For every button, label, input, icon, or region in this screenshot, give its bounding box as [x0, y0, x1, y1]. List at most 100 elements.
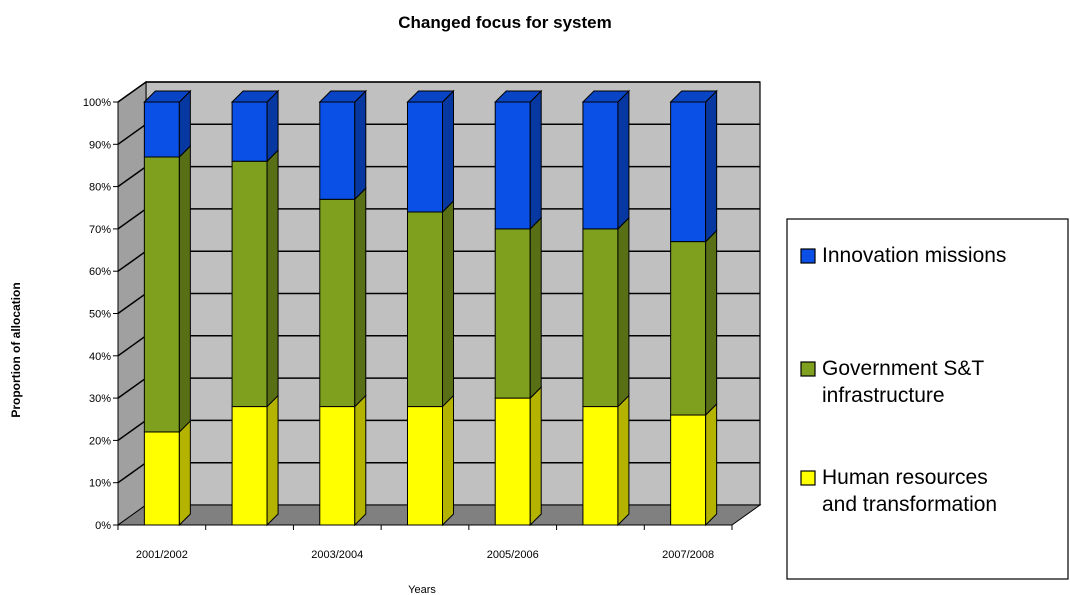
y-axis-ticks: 0% 10% 20% 30% 40% 50% 60% 70% 80% 90% 100% — [83, 97, 119, 532]
bar-front — [319, 406, 356, 526]
bar-front — [319, 198, 356, 408]
bar-side — [705, 89, 718, 243]
bar-segment — [670, 229, 718, 417]
bar-segment — [582, 394, 630, 527]
bar-segment — [319, 187, 367, 408]
bar-segment — [669, 89, 718, 243]
bar-front — [494, 228, 531, 399]
bar-segment — [407, 199, 454, 408]
bar-segment — [230, 89, 280, 163]
bar-side — [617, 394, 630, 527]
bar-segment — [143, 89, 192, 159]
gridline — [117, 81, 760, 103]
bar-side — [178, 144, 191, 434]
bar-side — [178, 419, 191, 527]
legend-item: Human resources and transformation — [800, 466, 997, 516]
y-tick-label: 100% — [83, 97, 111, 109]
bar-top — [494, 90, 543, 103]
y-tick-label: 40% — [89, 351, 111, 363]
bar-segment — [494, 216, 542, 400]
bar-segment — [581, 89, 631, 231]
y-tick-label: 70% — [89, 224, 111, 236]
bar-front — [407, 101, 443, 213]
x-axis-ticks: 2001/2002 2003/2004 2005/2006 2007/2008 — [117, 524, 733, 561]
bar-side — [529, 216, 542, 400]
y-axis-label: Proportion of allocation — [9, 282, 23, 417]
bar-front — [407, 211, 443, 408]
legend-label: and transformation — [822, 493, 997, 516]
bar-segment — [319, 394, 367, 527]
y-tick-label: 30% — [89, 393, 111, 405]
bar-side — [266, 149, 279, 408]
x-tick-label: 2007/2008 — [662, 549, 714, 561]
bar-front — [582, 101, 619, 230]
legend-label: infrastructure — [822, 384, 945, 407]
legend-label: Human resources — [822, 466, 988, 489]
bar-segment — [582, 216, 630, 408]
x-tick-label: 2003/2004 — [311, 549, 363, 561]
bar-top — [318, 90, 367, 103]
legend-item: Innovation missions — [800, 244, 1006, 267]
x-axis-label: Years — [408, 584, 436, 595]
bar-segment — [494, 89, 543, 231]
y-tick-label: 60% — [89, 266, 111, 278]
legend-swatch — [800, 248, 816, 264]
bar-side — [442, 394, 454, 527]
bar-front — [143, 156, 180, 433]
bar-side — [354, 394, 367, 527]
bar-segment — [143, 144, 191, 434]
y-tick-label: 10% — [89, 478, 111, 490]
y-tick-label: 90% — [89, 139, 111, 151]
legend-label: Government S&T — [822, 357, 984, 380]
bar-side — [442, 199, 454, 408]
y-tick-label: 0% — [95, 520, 111, 532]
legend-item: Government S&T infrastructure — [800, 357, 984, 407]
bar-side — [617, 89, 630, 231]
bar-front — [143, 431, 180, 526]
bar-side — [529, 89, 542, 231]
bar-segment — [670, 402, 718, 527]
legend-swatch — [800, 361, 816, 377]
bar-segment — [407, 394, 454, 527]
bar-top — [669, 90, 718, 103]
legend-label: Innovation missions — [822, 244, 1006, 267]
bar-side — [705, 402, 718, 527]
x-tick-label: 2001/2002 — [136, 549, 188, 561]
bar-side — [617, 216, 630, 408]
bar-front — [231, 101, 268, 162]
bar-side — [529, 385, 542, 527]
bars-group — [143, 89, 718, 527]
bar-front — [670, 101, 707, 243]
bar-front — [231, 406, 268, 526]
bar-top — [143, 90, 192, 103]
bar-top — [230, 90, 280, 103]
bar-front — [494, 101, 531, 230]
chart-title: Changed focus for system — [398, 13, 612, 32]
bar-front — [231, 160, 268, 408]
bar-side — [442, 89, 454, 214]
bar-front — [582, 406, 619, 526]
y-tick-label: 50% — [89, 309, 111, 321]
bar-segment — [143, 419, 191, 527]
bar-front — [407, 406, 443, 526]
bar-top — [581, 90, 631, 103]
bar-front — [319, 101, 356, 200]
bar-segment — [231, 149, 279, 408]
bar-side — [266, 394, 279, 527]
bar-front — [494, 397, 531, 526]
bar-top — [406, 90, 455, 103]
legend-box — [786, 218, 1069, 580]
bar-side — [266, 89, 279, 163]
bar-segment — [494, 385, 542, 527]
bar-segment — [231, 394, 279, 527]
bar-front — [670, 414, 707, 526]
y-tick-label: 80% — [89, 182, 111, 194]
bar-front — [670, 241, 707, 416]
bar-side — [354, 187, 367, 408]
x-tick-label: 2005/2006 — [487, 549, 539, 561]
legend-swatch — [800, 470, 816, 486]
bar-segment — [318, 89, 367, 201]
legend: Innovation missions Government S&T infrast… — [786, 218, 1069, 580]
bar-segment — [406, 89, 455, 214]
